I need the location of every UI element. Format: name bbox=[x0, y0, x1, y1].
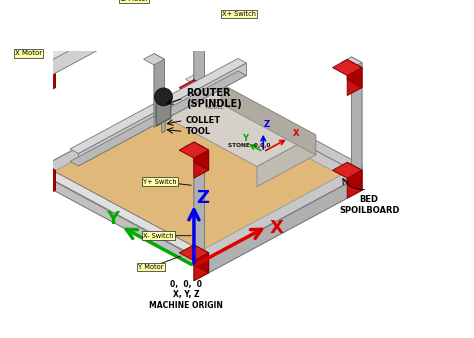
Polygon shape bbox=[194, 80, 209, 108]
Text: Y+ Switch: Y+ Switch bbox=[143, 178, 176, 185]
Polygon shape bbox=[78, 63, 246, 166]
Polygon shape bbox=[179, 245, 209, 261]
Polygon shape bbox=[194, 150, 209, 178]
Polygon shape bbox=[194, 175, 362, 281]
Polygon shape bbox=[183, 142, 204, 153]
Polygon shape bbox=[26, 60, 55, 75]
Polygon shape bbox=[185, 75, 362, 170]
Polygon shape bbox=[333, 162, 362, 178]
Text: TOOL: TOOL bbox=[186, 127, 211, 136]
Text: Y Motor: Y Motor bbox=[138, 264, 164, 270]
Polygon shape bbox=[70, 58, 246, 153]
Polygon shape bbox=[41, 162, 55, 190]
Text: 3D
MODEL: 3D MODEL bbox=[206, 99, 224, 110]
Polygon shape bbox=[26, 0, 204, 68]
Text: Z: Z bbox=[196, 189, 209, 207]
Polygon shape bbox=[36, 57, 47, 175]
Polygon shape bbox=[194, 0, 209, 13]
Polygon shape bbox=[41, 68, 55, 96]
Polygon shape bbox=[162, 121, 165, 133]
Polygon shape bbox=[36, 0, 204, 83]
Polygon shape bbox=[194, 251, 202, 266]
Polygon shape bbox=[194, 0, 209, 5]
Polygon shape bbox=[179, 80, 209, 96]
Circle shape bbox=[155, 88, 173, 106]
Text: COLLET: COLLET bbox=[186, 116, 221, 125]
Text: X- Switch: X- Switch bbox=[143, 233, 173, 239]
Polygon shape bbox=[26, 162, 55, 178]
Text: 0,  0,  0
X, Y, Z
MACHINE ORIGIN: 0, 0, 0 X, Y, Z MACHINE ORIGIN bbox=[149, 280, 223, 310]
Polygon shape bbox=[347, 68, 362, 96]
Text: Z: Z bbox=[263, 120, 269, 129]
Polygon shape bbox=[351, 57, 362, 175]
Text: STONE  0,0,0: STONE 0,0,0 bbox=[228, 143, 270, 148]
Polygon shape bbox=[194, 88, 209, 116]
Polygon shape bbox=[179, 142, 209, 158]
Polygon shape bbox=[144, 54, 164, 65]
Polygon shape bbox=[194, 0, 204, 96]
Polygon shape bbox=[26, 171, 202, 266]
Polygon shape bbox=[36, 63, 47, 181]
Polygon shape bbox=[154, 54, 164, 122]
Polygon shape bbox=[221, 84, 316, 155]
Text: BED
SPOILBOARD: BED SPOILBOARD bbox=[339, 195, 400, 215]
Text: Z Motor: Z Motor bbox=[121, 0, 148, 2]
Polygon shape bbox=[41, 170, 55, 198]
Text: Y: Y bbox=[242, 134, 248, 143]
Polygon shape bbox=[194, 245, 209, 273]
Text: Y: Y bbox=[106, 210, 119, 228]
Polygon shape bbox=[194, 75, 362, 175]
Text: ROUTER
(SPINDLE): ROUTER (SPINDLE) bbox=[186, 88, 241, 109]
Polygon shape bbox=[47, 96, 341, 255]
Polygon shape bbox=[347, 60, 362, 88]
Polygon shape bbox=[354, 165, 362, 180]
Polygon shape bbox=[163, 84, 316, 167]
Polygon shape bbox=[341, 57, 362, 68]
Polygon shape bbox=[194, 0, 204, 91]
Polygon shape bbox=[194, 142, 204, 260]
Polygon shape bbox=[70, 71, 246, 166]
Text: X: X bbox=[269, 219, 283, 237]
Polygon shape bbox=[26, 161, 202, 266]
Text: X Motor: X Motor bbox=[15, 50, 42, 56]
Text: X: X bbox=[292, 129, 299, 138]
Polygon shape bbox=[257, 135, 316, 187]
Polygon shape bbox=[26, 0, 204, 83]
Text: X+ Switch: X+ Switch bbox=[222, 11, 256, 17]
Polygon shape bbox=[26, 85, 362, 266]
Polygon shape bbox=[194, 253, 209, 281]
Polygon shape bbox=[351, 63, 362, 181]
Polygon shape bbox=[26, 57, 47, 68]
Polygon shape bbox=[156, 95, 171, 126]
Polygon shape bbox=[347, 162, 362, 190]
Polygon shape bbox=[26, 161, 202, 256]
Polygon shape bbox=[194, 147, 204, 266]
Polygon shape bbox=[333, 60, 362, 75]
Polygon shape bbox=[154, 59, 164, 127]
Polygon shape bbox=[194, 142, 209, 170]
Polygon shape bbox=[347, 170, 362, 198]
Polygon shape bbox=[41, 60, 55, 88]
Polygon shape bbox=[194, 85, 362, 190]
